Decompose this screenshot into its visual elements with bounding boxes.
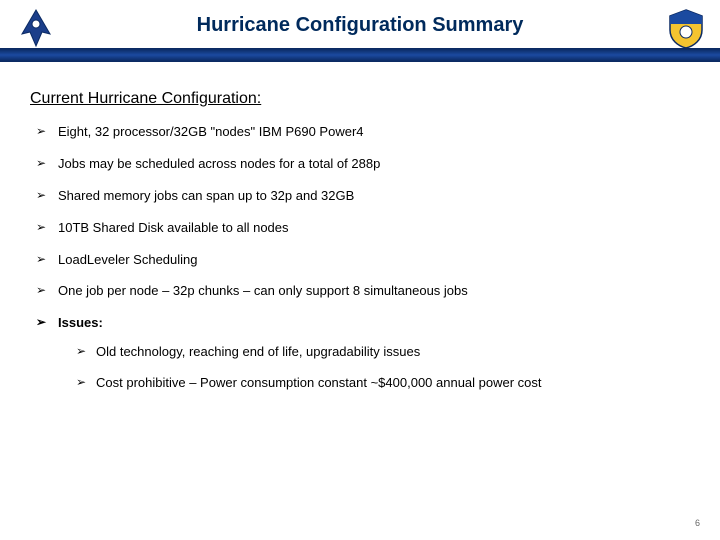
list-item: LoadLeveler Scheduling — [36, 252, 690, 269]
list-item: One job per node – 32p chunks – can only… — [36, 283, 690, 300]
list-item: Old technology, reaching end of life, up… — [76, 344, 690, 361]
list-item: Shared memory jobs can span up to 32p an… — [36, 188, 690, 205]
list-item: Cost prohibitive – Power consumption con… — [76, 375, 690, 392]
afrl-shield-icon — [664, 6, 708, 50]
header-banner-stripe — [0, 48, 720, 62]
issues-item: Issues: Old technology, reaching end of … — [36, 315, 690, 392]
section-heading: Current Hurricane Configuration: — [30, 90, 690, 108]
slide-content: Current Hurricane Configuration: Eight, … — [30, 90, 690, 407]
list-item: 10TB Shared Disk available to all nodes — [36, 220, 690, 237]
list-item: Eight, 32 processor/32GB "nodes" IBM P69… — [36, 124, 690, 141]
issues-sub-list: Old technology, reaching end of life, up… — [58, 344, 690, 392]
list-item: Jobs may be scheduled across nodes for a… — [36, 156, 690, 173]
config-bullet-list: Eight, 32 processor/32GB "nodes" IBM P69… — [30, 124, 690, 392]
issues-label: Issues: — [58, 315, 103, 330]
page-number: 6 — [695, 518, 700, 528]
slide-header: Hurricane Configuration Summary — [0, 0, 720, 60]
slide-title: Hurricane Configuration Summary — [0, 14, 720, 37]
